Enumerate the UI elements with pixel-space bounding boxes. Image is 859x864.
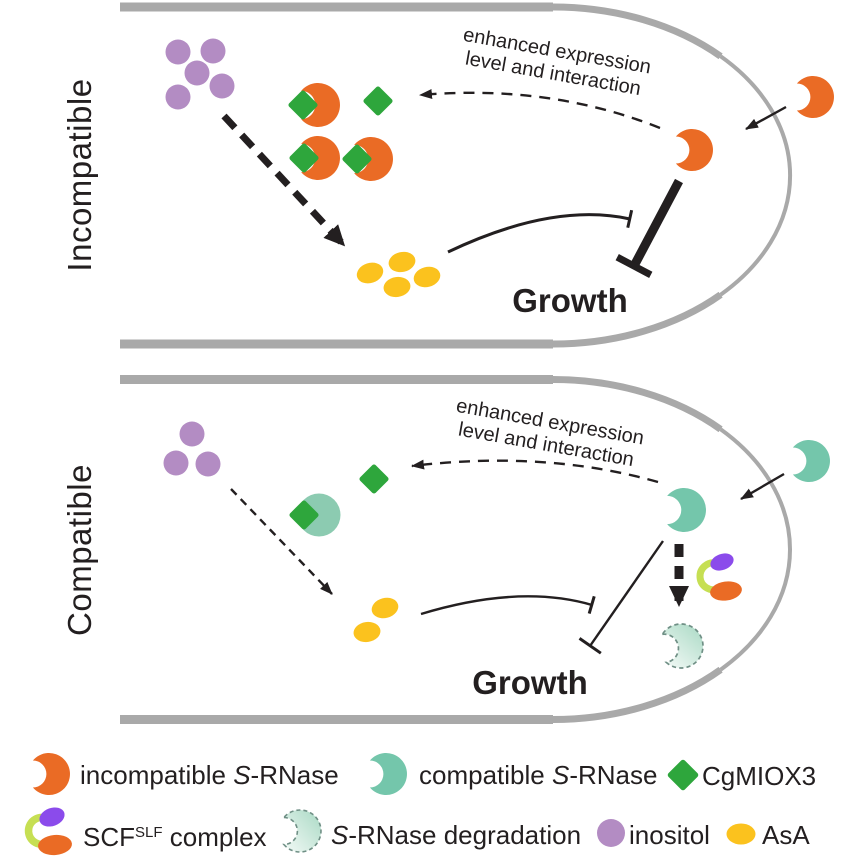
legend-label-cgmiox3: CgMIOX3 (702, 761, 817, 791)
legend-srnase-degradation-icon (283, 809, 322, 853)
srnase-entry-arrow-bottom (740, 472, 785, 501)
inositol-cluster-bottom (163, 421, 221, 477)
srnase-cgmiox3-complex-2 (288, 135, 340, 181)
cgmiox3-free-bottom (358, 463, 390, 495)
legend-compatible-s: S (551, 760, 570, 790)
legend-incompatible-s: S (233, 760, 251, 790)
legend-incompatible-srnase-icon (32, 753, 70, 795)
panel-label-compatible: Compatible (61, 464, 98, 636)
legend-degradation-post: -RNase degradation (348, 820, 582, 850)
srnase-inhibits-growth-thin-bar (578, 540, 664, 655)
asa-cluster-top (356, 251, 441, 298)
srnase-cgmiox3-complex-3 (341, 136, 393, 182)
legend-compatible-pre: compatible (419, 760, 552, 790)
srnase-inhibits-growth-thick-bar (615, 178, 683, 278)
compatible-srnase-inside-tube (667, 487, 706, 533)
legend-incompatible-pre: incompatible (80, 760, 234, 790)
asa-inhibits-srnase-curve-top (447, 209, 634, 254)
legend-scf-complex-icon (24, 807, 72, 856)
legend-label-incompatible-srnase: incompatible S-RNase (80, 760, 339, 790)
scf-slf-complex-glyph-panel (696, 553, 742, 601)
legend-incompatible-post: -RNase (250, 760, 339, 790)
growth-label-top: Growth (512, 282, 628, 319)
pollen-tube-outline-bottom (120, 375, 793, 724)
cgmiox3-free-top (362, 85, 394, 117)
growth-label-bottom: Growth (472, 664, 588, 701)
legend-compatible-srnase-icon (369, 753, 407, 795)
legend-label-srnase-degradation: S-RNase degradation (331, 820, 581, 850)
degraded-srnase (660, 620, 707, 671)
enhanced-expression-dashed-arrow-top (419, 89, 661, 130)
legend-scf-sup: SLF (135, 824, 163, 841)
asa-inhibits-srnase-curve-bottom (420, 595, 596, 616)
legend-inositol-icon (597, 819, 625, 847)
inositol-to-asa-thin-dashed-arrow (230, 488, 333, 595)
legend-label-compatible-srnase: compatible S-RNase (419, 760, 657, 790)
legend-scf-post: complex (162, 822, 267, 852)
srnase-cgmiox3-complex-1 (287, 82, 340, 128)
enhanced-expression-dashed-arrow-bottom (411, 459, 659, 484)
asa-cluster-bottom (353, 597, 399, 643)
srnase-cgmiox3-complex-bottom (288, 493, 341, 537)
inositol-to-asa-thick-dashed-arrow (221, 113, 346, 247)
legend-cgmiox3-icon (666, 758, 700, 792)
legend-label-asa: AsA (762, 820, 810, 850)
compatible-srnase-outside-tube (792, 440, 830, 482)
incompatible-srnase-inside-tube (675, 129, 713, 171)
legend-scf-base: SCF (83, 822, 135, 852)
panel-label-incompatible: Incompatible (61, 78, 98, 272)
legend-label-scf-complex: SCFSLF complex (83, 822, 267, 857)
legend-degradation-s: S (331, 820, 349, 850)
legend-compatible-post: -RNase (569, 760, 658, 790)
legend-label-inositol: inositol (629, 820, 710, 850)
incompatible-srnase-outside-tube (796, 76, 834, 118)
inositol-cluster-top (165, 38, 235, 110)
pollen-tube-outline-top (120, 2, 793, 349)
legend-asa-icon (726, 823, 756, 845)
srnase-entry-arrow-top (745, 105, 787, 131)
